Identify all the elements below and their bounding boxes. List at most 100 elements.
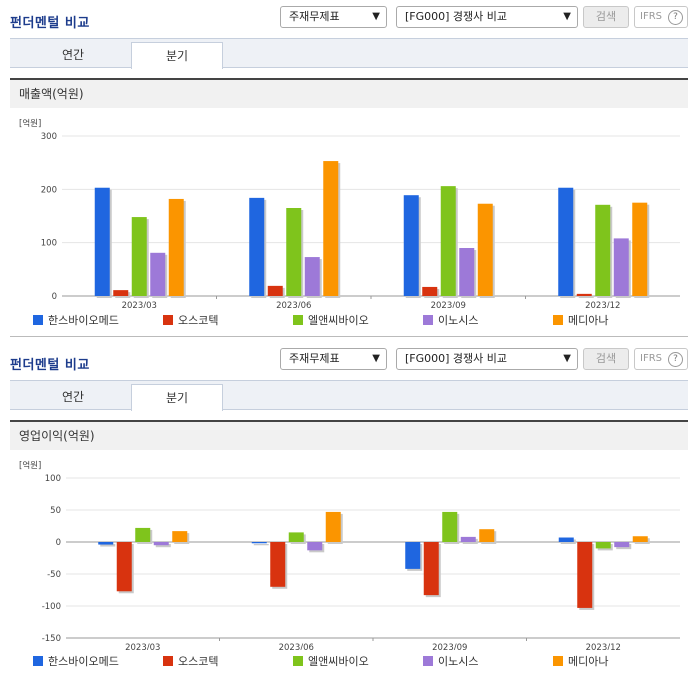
bar-shadow [155,544,171,548]
legend-swatch [423,315,433,325]
chart-legend: 한스바이오메드 오스코텍 엘앤씨바이오 이노시스 메디아나 [0,313,696,329]
legend-item[interactable]: 이노시스 [423,654,478,670]
bar [267,285,283,296]
ifrs-help-button[interactable]: IFRS ? [634,6,688,28]
legend-swatch [33,315,43,325]
bar [135,527,151,542]
statement-type-select[interactable]: 주재무제표 ▼ [280,6,387,28]
bar [172,531,188,542]
bar [116,542,132,592]
statement-type-select[interactable]: 주재무제표 ▼ [280,348,387,370]
legend-swatch [293,315,303,325]
legend-label: 메디아나 [568,314,609,327]
bar [440,186,456,296]
x-tick-label: 2023/06 [276,301,311,308]
legend-label: 한스바이오메드 [48,314,119,327]
period-tabs: 연간 분기 [10,380,688,411]
bar [479,529,495,542]
legend-item[interactable]: 이노시스 [423,313,478,329]
bar [423,542,439,596]
legend-swatch [553,315,563,325]
chart-area: [억원] -150 -100 -50 0 50 100 2023/03 2023/06 2023/… [0,450,696,654]
compare-group-select[interactable]: [FG000] 경쟁사 비교 ▼ [396,348,578,370]
tab-annual[interactable]: 연간 [61,48,85,62]
bar-shadow [578,295,594,298]
legend-label: 한스바이오메드 [48,655,119,668]
divider [10,336,688,337]
x-tick-label: 2023/09 [432,643,467,650]
bar [614,542,630,548]
y-tick-label: 100 [41,239,57,249]
legend-item[interactable]: 엘앤씨바이오 [293,313,369,329]
bar [595,542,611,549]
x-tick-label: 2023/03 [122,301,157,308]
chart-legend: 한스바이오메드 오스코텍 엘앤씨바이오 이노시스 메디아나 [0,654,696,670]
tab-annual[interactable]: 연간 [61,390,85,404]
legend-swatch [293,656,303,666]
chevron-down-icon: ▼ [563,353,571,364]
bar-shadow [100,544,116,547]
ifrs-label: IFRS [640,353,662,364]
y-unit-label: [억원] [19,460,41,471]
bar [270,542,286,587]
legend-label: 엘앤씨바이오 [308,314,369,327]
bar [460,536,476,542]
y-tick-label: 200 [41,185,57,195]
legend-swatch [553,656,563,666]
bar [325,511,341,542]
legend-item[interactable]: 한스바이오메드 [33,654,119,670]
bar [168,198,184,296]
tab-quarterly[interactable]: 분기 [131,384,223,411]
x-tick-label: 2023/12 [586,643,621,650]
chart-area: [억원] 0 100 200 300 2023/03 2023/06 2023/09 2023/… [0,108,696,312]
compare-group-select[interactable]: [FG000] 경쟁사 비교 ▼ [396,6,578,28]
y-tick-label: 300 [41,132,57,142]
legend-item[interactable]: 오스코텍 [163,654,218,670]
bar [613,238,629,296]
chevron-down-icon: ▼ [372,353,380,364]
x-tick-label: 2023/09 [431,301,466,308]
ifrs-label: IFRS [640,11,662,22]
compare-group-value: [FG000] 경쟁사 비교 [405,10,508,23]
x-tick-label: 2023/03 [125,643,160,650]
chevron-down-icon: ▼ [563,11,571,22]
bar [442,511,458,542]
legend-item[interactable]: 메디아나 [553,654,608,670]
legend-label: 오스코텍 [178,655,219,668]
bar [632,202,648,296]
bar [286,208,302,296]
ifrs-help-button[interactable]: IFRS ? [634,348,688,370]
y-tick-label: 50 [50,506,61,516]
bar [323,161,339,296]
legend-label: 이노시스 [438,314,479,327]
tab-quarterly[interactable]: 분기 [131,42,223,69]
bar [558,537,574,542]
legend-item[interactable]: 엘앤씨바이오 [293,654,369,670]
bar [304,257,320,296]
bar [153,542,169,546]
legend-item[interactable]: 오스코텍 [163,313,218,329]
legend-label: 이노시스 [438,655,479,668]
y-tick-label: -150 [42,634,61,644]
y-tick-label: 0 [56,538,61,548]
chevron-down-icon: ▼ [372,11,380,22]
revenue-chart: [억원] 0 100 200 300 2023/03 2023/06 2023/09 2023/… [19,118,680,311]
y-tick-label: 100 [45,474,61,484]
bar [595,204,611,296]
search-button[interactable]: 검색 [583,6,629,28]
x-tick-label: 2023/06 [279,643,314,650]
y-tick-label: 0 [52,292,57,302]
bar [403,195,419,296]
search-button[interactable]: 검색 [583,348,629,370]
legend-swatch [33,656,43,666]
bar [558,187,574,296]
bar [576,293,592,296]
legend-item[interactable]: 메디아나 [553,313,608,329]
bar [422,286,438,296]
bar-shadow [253,544,269,546]
legend-swatch [163,656,173,666]
panel-header: 펀더멘털 비교 주재무제표 ▼ [FG000] 경쟁사 비교 ▼ 검색 IFRS… [0,342,696,378]
y-unit-label: [억원] [19,118,41,129]
legend-item[interactable]: 한스바이오메드 [33,313,119,329]
bar [288,532,304,542]
